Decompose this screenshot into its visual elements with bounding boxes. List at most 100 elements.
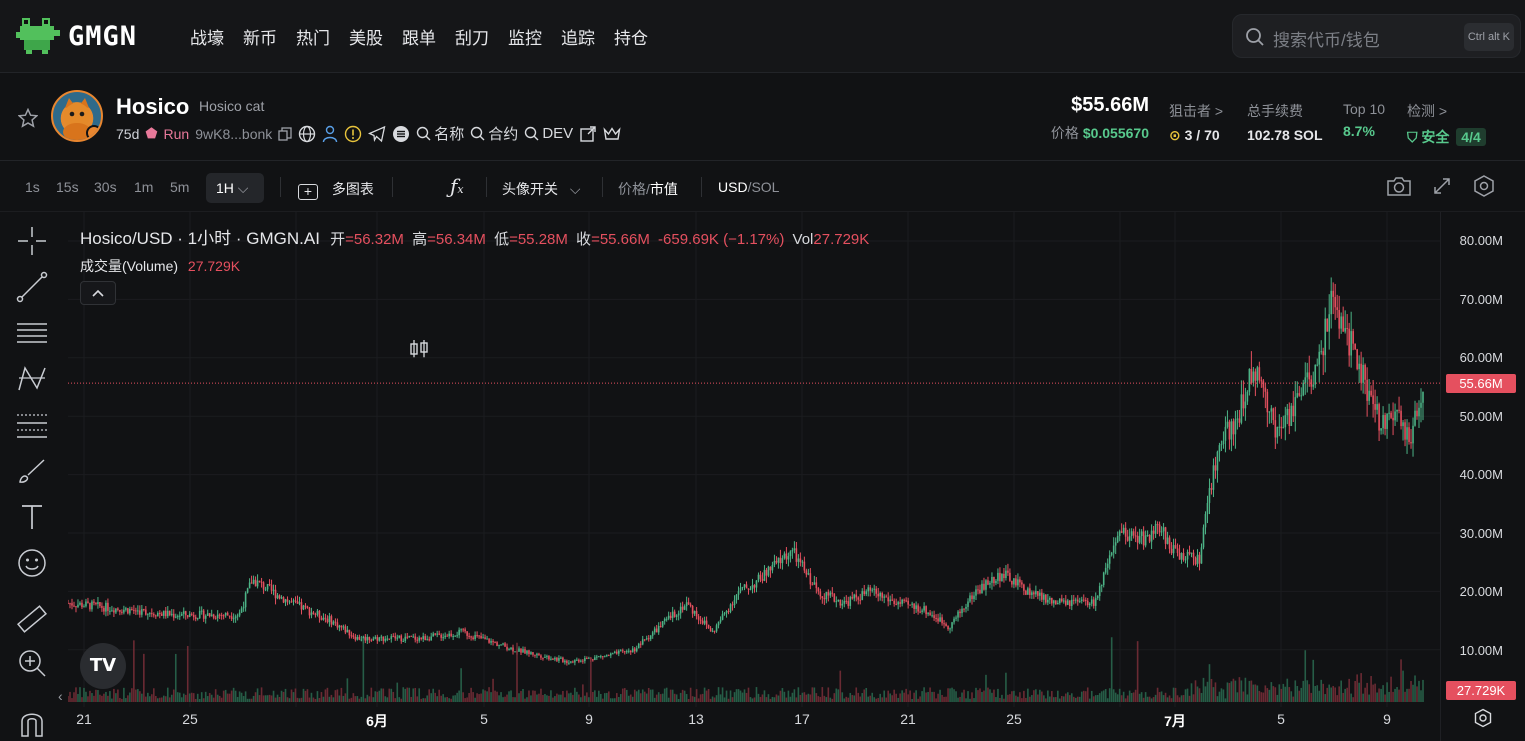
volume-bar — [264, 695, 267, 702]
candle-body — [635, 648, 638, 652]
crosshair-icon[interactable] — [15, 224, 49, 258]
nav-item-track[interactable]: 追踪 — [561, 29, 595, 48]
candle-body — [611, 653, 614, 655]
candle-body — [691, 606, 694, 614]
candle-body — [604, 655, 606, 657]
currency-toggle[interactable]: USD/SOL — [718, 179, 779, 195]
candle-body — [394, 636, 397, 639]
ruler-icon[interactable] — [15, 602, 49, 636]
candle-body — [260, 581, 263, 583]
candlestick-type-icon[interactable] — [408, 339, 430, 359]
candle-body — [510, 647, 512, 650]
mcap-toggle-label[interactable]: 市值 — [649, 181, 678, 197]
nav-item-trenches[interactable]: 战壕 — [190, 29, 224, 48]
candle-body — [1019, 579, 1021, 583]
search-contract-link[interactable]: 合约 — [470, 123, 518, 144]
favorite-star-icon[interactable] — [18, 108, 38, 128]
volume-bar — [737, 689, 740, 702]
candle-body — [228, 615, 231, 617]
indicators-fx-icon[interactable]: ƒx — [450, 174, 464, 198]
nav-item-scraper[interactable]: 刮刀 — [455, 29, 489, 48]
candle-body — [757, 574, 760, 581]
fib-levels-icon[interactable] — [15, 408, 49, 442]
price-axis[interactable]: 80.00M 70.00M 60.00M 50.00M 40.00M 30.00… — [1440, 212, 1525, 741]
search-dev-link[interactable]: DEV — [524, 125, 573, 142]
website-globe-icon[interactable] — [298, 125, 316, 143]
sol-toggle-label[interactable]: SOL — [751, 179, 780, 195]
candle-body — [1334, 296, 1336, 308]
nav-item-trending[interactable]: 热门 — [296, 29, 330, 48]
volume-bar — [1072, 696, 1075, 702]
share-icon[interactable] — [579, 125, 597, 143]
audit-stat[interactable]: 检测 > ⛉ 安全 4/4 — [1407, 101, 1486, 147]
volume-bar — [1354, 681, 1356, 702]
candle-body — [184, 611, 187, 616]
magnet-icon[interactable] — [15, 706, 49, 740]
copy-icon[interactable] — [278, 126, 292, 141]
settings-hexagon-icon[interactable] — [1472, 174, 1496, 198]
volume-bar — [1264, 685, 1267, 702]
snipers-stat[interactable]: 狙击者 > ⊙ 3 / 70 — [1169, 101, 1223, 144]
price-chart[interactable] — [68, 212, 1440, 707]
search-input[interactable]: 搜索代币/钱包 Ctrl alt K — [1232, 14, 1521, 58]
candle-body — [647, 638, 650, 640]
warning-icon[interactable] — [344, 125, 362, 143]
nav-item-copy-trade[interactable]: 跟单 — [402, 29, 436, 48]
timeframe-dropdown[interactable]: 1H ⌵ — [206, 173, 264, 203]
candle-body — [1066, 600, 1069, 605]
candle-body — [973, 595, 975, 600]
brush-icon[interactable] — [15, 454, 49, 488]
search-name-link[interactable]: 名称 — [416, 123, 464, 144]
token-avatar[interactable] — [51, 90, 103, 142]
volume-bar — [1076, 696, 1079, 702]
multi-chart-button[interactable]: + 多图表 — [298, 179, 374, 200]
timeframe-30s[interactable]: 30s — [94, 179, 117, 195]
horizontal-lines-icon[interactable] — [15, 316, 49, 350]
menu-circle-icon[interactable] — [392, 125, 410, 143]
tradingview-logo-icon[interactable]: TV — [80, 643, 126, 689]
price-toggle-label[interactable]: 价格 — [618, 181, 646, 197]
timeframe-15s[interactable]: 15s — [56, 179, 79, 195]
timeframe-1s[interactable]: 1s — [25, 179, 40, 195]
candle-body — [1408, 427, 1410, 443]
candle-body — [827, 592, 830, 596]
dev-user-icon[interactable] — [322, 125, 338, 143]
nav-item-monitor[interactable]: 监控 — [508, 29, 542, 48]
crown-icon[interactable] — [603, 126, 621, 142]
trend-line-icon[interactable] — [15, 270, 49, 304]
axis-settings-icon[interactable] — [1473, 708, 1493, 728]
timeframe-5m[interactable]: 5m — [170, 179, 190, 195]
logo[interactable]: GMGN — [16, 16, 137, 56]
scroll-left-icon[interactable]: ‹ — [58, 688, 63, 704]
volume-bar — [1146, 696, 1149, 702]
nav-item-us-stocks[interactable]: 美股 — [349, 29, 383, 48]
fullscreen-icon[interactable] — [1432, 176, 1452, 196]
price-mcap-toggle[interactable]: 价格/市值 — [618, 179, 678, 199]
volume-bar — [1031, 695, 1033, 702]
volume-bar — [174, 653, 177, 702]
candle-body — [1210, 488, 1213, 490]
camera-icon[interactable] — [1386, 175, 1412, 197]
candle-body — [488, 638, 490, 643]
candle-body — [817, 588, 820, 592]
collapse-legend-button[interactable] — [80, 281, 116, 305]
nav-item-holdings[interactable]: 持仓 — [614, 29, 648, 48]
time-axis[interactable]: 21 25 6月 5 9 13 17 21 25 7月 5 9 — [68, 707, 1440, 741]
volume-bar — [785, 697, 788, 702]
volume-bar — [316, 691, 319, 702]
usd-toggle-label[interactable]: USD — [718, 179, 748, 195]
avatar-toggle-dropdown[interactable]: 头像开关 ⌵ — [502, 179, 581, 199]
candle-body — [1276, 426, 1279, 438]
volume-bar — [234, 690, 237, 702]
nav-item-new-coins[interactable]: 新币 — [243, 29, 277, 48]
pattern-tool-icon[interactable] — [15, 362, 49, 396]
timeframe-1m[interactable]: 1m — [134, 179, 154, 195]
volume-bar — [484, 690, 486, 702]
text-tool-icon[interactable] — [15, 500, 49, 534]
emoji-icon[interactable] — [15, 546, 49, 580]
candle-body — [1236, 418, 1239, 420]
zoom-in-icon[interactable] — [15, 646, 49, 680]
candle-body — [1244, 401, 1247, 409]
candle-body — [166, 610, 169, 617]
telegram-icon[interactable] — [368, 125, 386, 143]
